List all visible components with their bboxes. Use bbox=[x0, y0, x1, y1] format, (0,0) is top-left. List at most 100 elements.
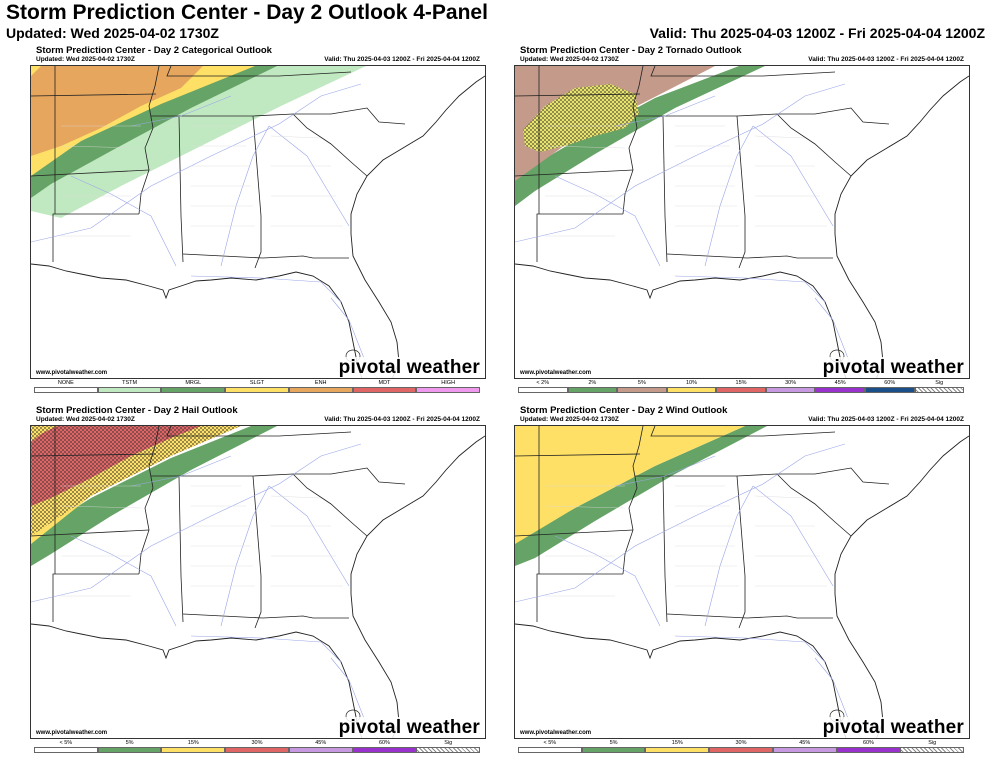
credit-link[interactable]: www.pivotalweather.com bbox=[520, 730, 592, 736]
legend-swatch bbox=[518, 387, 568, 393]
legend-swatch bbox=[288, 747, 353, 753]
legend-item: 15% bbox=[716, 380, 766, 394]
legend-item: 2% bbox=[567, 380, 618, 394]
legend-label: 15% bbox=[735, 380, 747, 386]
legend-item: 45% bbox=[815, 380, 865, 394]
legend-swatch bbox=[352, 387, 417, 393]
legend-item: HIGH bbox=[416, 380, 481, 394]
legend-label: < 5% bbox=[59, 740, 73, 746]
legend-swatch bbox=[97, 387, 162, 393]
panel-updated-time: Updated: Wed 2025-04-02 1730Z bbox=[36, 56, 135, 63]
panel-valid-time: Valid: Thu 2025-04-03 1200Z - Fri 2025-0… bbox=[324, 416, 480, 423]
legend-swatch bbox=[225, 747, 289, 753]
legend-swatch bbox=[815, 387, 865, 393]
legend-item: 15% bbox=[161, 740, 226, 754]
legend-label: Sig bbox=[928, 740, 937, 746]
legend-label: HIGH bbox=[441, 380, 456, 386]
hail-outlook-panel: Storm Prediction Center - Day 2 Hail Out… bbox=[30, 405, 486, 757]
legend-label: < 2% bbox=[536, 380, 550, 386]
legend-swatch bbox=[666, 387, 717, 393]
legend-swatch bbox=[900, 747, 965, 753]
legend-label: 60% bbox=[862, 740, 874, 746]
legend: < 2% 2% 5% 10% 15% 30% 45% 60% Sig bbox=[518, 380, 965, 394]
legend: < 5% 5% 15% 30% 45% 60% Sig bbox=[34, 740, 481, 754]
legend-item: 10% bbox=[666, 380, 717, 394]
legend-swatch bbox=[864, 387, 915, 393]
legend-label: MRGL bbox=[185, 380, 202, 386]
legend-swatch bbox=[617, 387, 667, 393]
tornado-outlook-panel: Storm Prediction Center - Day 2 Tornado … bbox=[514, 45, 970, 397]
legend-item: 60% bbox=[352, 740, 417, 754]
legend-item: ENH bbox=[288, 380, 353, 394]
legend-swatch bbox=[645, 747, 710, 753]
legend-item: NONE bbox=[34, 380, 98, 394]
page-valid-time: Valid: Thu 2025-04-03 1200Z - Fri 2025-0… bbox=[649, 25, 985, 41]
legend-swatch bbox=[225, 387, 289, 393]
legend-item: 30% bbox=[709, 740, 773, 754]
legend-swatch bbox=[765, 387, 816, 393]
legend-swatch bbox=[836, 747, 901, 753]
legend-label: 45% bbox=[315, 740, 327, 746]
panel-updated-time: Updated: Wed 2025-04-02 1730Z bbox=[520, 56, 619, 63]
legend-label: Sig bbox=[444, 740, 453, 746]
wind-outlook-panel: Storm Prediction Center - Day 2 Wind Out… bbox=[514, 405, 970, 757]
credit-link[interactable]: www.pivotalweather.com bbox=[36, 730, 108, 736]
legend-swatch bbox=[567, 387, 618, 393]
legend-label: MDT bbox=[378, 380, 391, 386]
legend-item: 5% bbox=[617, 380, 667, 394]
legend: < 5% 5% 15% 30% 45% 60% Sig bbox=[518, 740, 965, 754]
legend-swatch bbox=[34, 747, 98, 753]
legend-item: 60% bbox=[864, 380, 915, 394]
legend-label: NONE bbox=[57, 380, 74, 386]
legend-item: < 5% bbox=[518, 740, 582, 754]
brand-logo: pivotal weather bbox=[822, 717, 964, 738]
legend-label: TSTM bbox=[122, 380, 138, 386]
legend-swatch bbox=[416, 747, 481, 753]
legend-swatch bbox=[352, 747, 417, 753]
legend-item: < 2% bbox=[518, 380, 568, 394]
legend-item: Sig bbox=[900, 740, 965, 754]
legend-label: 15% bbox=[187, 740, 199, 746]
legend-label: 30% bbox=[785, 380, 797, 386]
panel-valid-time: Valid: Thu 2025-04-03 1200Z - Fri 2025-0… bbox=[808, 416, 964, 423]
panel-title: Storm Prediction Center - Day 2 Categori… bbox=[36, 45, 272, 56]
legend-swatch bbox=[581, 747, 646, 753]
legend-item: 45% bbox=[288, 740, 353, 754]
legend-label: 30% bbox=[251, 740, 263, 746]
legend-label: 45% bbox=[834, 380, 846, 386]
legend-item: 5% bbox=[581, 740, 646, 754]
legend-swatch bbox=[97, 747, 162, 753]
panel-valid-time: Valid: Thu 2025-04-03 1200Z - Fri 2025-0… bbox=[324, 56, 480, 63]
legend-label: 5% bbox=[125, 740, 134, 746]
legend-swatch bbox=[34, 387, 98, 393]
page-title: Storm Prediction Center - Day 2 Outlook … bbox=[6, 1, 488, 24]
legend-item: Sig bbox=[914, 380, 965, 394]
tornado-outlook-map: www.pivotalweather.com pivotal weather bbox=[514, 65, 970, 379]
legend-label: 45% bbox=[799, 740, 811, 746]
panel-title: Storm Prediction Center - Day 2 Wind Out… bbox=[520, 405, 728, 416]
page-updated-time: Updated: Wed 2025-04-02 1730Z bbox=[6, 25, 219, 41]
legend-item: SLGT bbox=[225, 380, 289, 394]
categorical-outlook-map: www.pivotalweather.com pivotal weather bbox=[30, 65, 486, 379]
legend-item: 30% bbox=[765, 380, 816, 394]
legend-label: 30% bbox=[735, 740, 747, 746]
legend-label: 60% bbox=[884, 380, 896, 386]
legend-label: ENH bbox=[314, 380, 327, 386]
legend-item: MRGL bbox=[161, 380, 226, 394]
legend-label: 2% bbox=[588, 380, 597, 386]
legend-label: SLGT bbox=[249, 380, 265, 386]
legend-item: Sig bbox=[416, 740, 481, 754]
legend-swatch bbox=[772, 747, 837, 753]
legend-swatch bbox=[716, 387, 766, 393]
credit-link[interactable]: www.pivotalweather.com bbox=[36, 370, 108, 376]
legend-swatch bbox=[161, 747, 226, 753]
panel-title: Storm Prediction Center - Day 2 Tornado … bbox=[520, 45, 742, 56]
legend-swatch bbox=[709, 747, 773, 753]
legend-item: MDT bbox=[352, 380, 417, 394]
legend-label: 5% bbox=[609, 740, 618, 746]
legend-swatch bbox=[914, 387, 965, 393]
legend-swatch bbox=[288, 387, 353, 393]
legend: NONE TSTM MRGL SLGT ENH MDT HIGH bbox=[34, 380, 481, 394]
credit-link[interactable]: www.pivotalweather.com bbox=[520, 370, 592, 376]
legend-swatch bbox=[518, 747, 582, 753]
